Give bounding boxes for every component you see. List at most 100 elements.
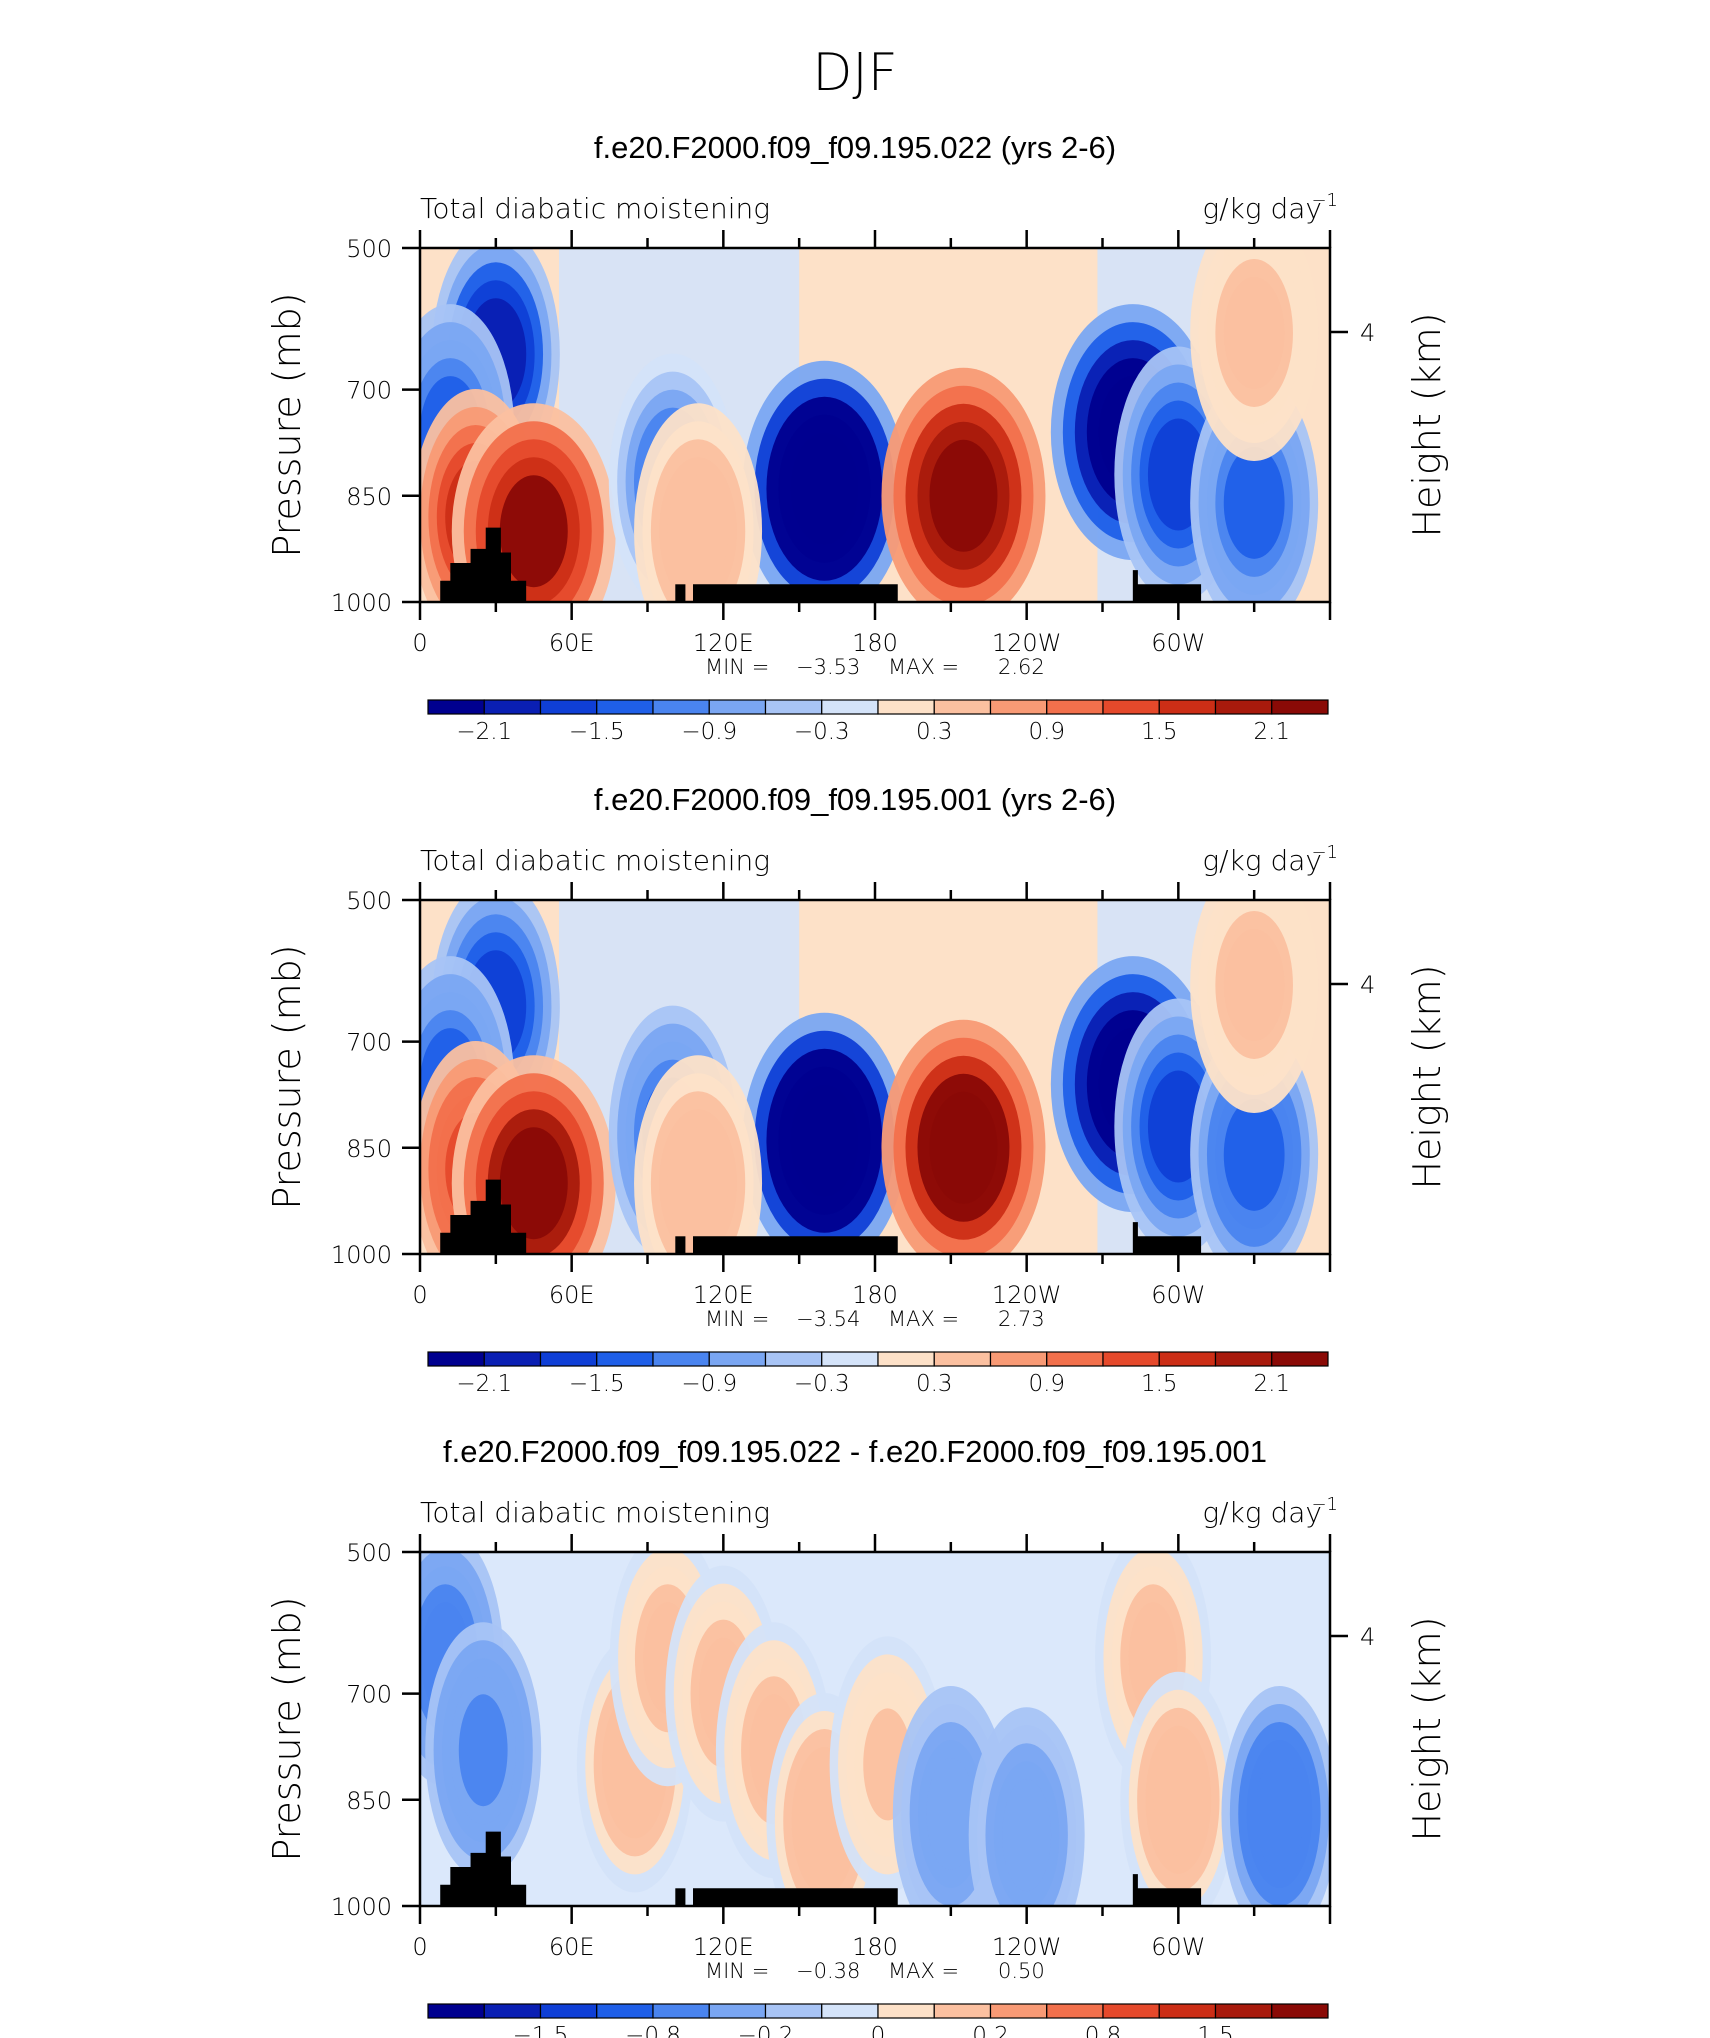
- colorbar-label: −0.9: [681, 1371, 737, 1397]
- colorbar-label: −1.5: [569, 1371, 625, 1397]
- topography-south-america: [1132, 1874, 1202, 1906]
- colorbar-swatch: [483, 1351, 542, 1367]
- colorbar-label: −0.2: [738, 2023, 794, 2038]
- topography-south-america: [1132, 1222, 1202, 1254]
- colorbar-swatch: [1214, 1351, 1273, 1367]
- x-tick-label: 60E: [549, 1281, 595, 1309]
- topography-africa: [440, 1831, 527, 1906]
- y-tick-label: 850: [346, 1135, 392, 1163]
- colorbar-label: −1.5: [569, 719, 625, 745]
- colorbar-swatch: [821, 699, 879, 715]
- x-tick-label: 60W: [1151, 1933, 1205, 1961]
- colorbar-swatch: [708, 2003, 767, 2019]
- x-tick-label: 120W: [992, 1281, 1062, 1309]
- min-label: MIN =: [705, 1307, 769, 1331]
- colorbar-label: 2.1: [1253, 719, 1290, 745]
- y-tick-label: 850: [346, 1787, 392, 1815]
- colorbar-label: 0.8: [1085, 2023, 1122, 2038]
- colorbar-swatch: [596, 2003, 654, 2019]
- panel-3: 0 60E 120E 180 120W 60W 500 700 850 1000 4 Pressure…: [265, 1434, 1449, 2038]
- contour-blob: [1255, 1757, 1304, 1870]
- colorbar-label: 1.5: [1141, 1371, 1178, 1397]
- y-right-axis-label: Height (km): [1405, 312, 1449, 537]
- colorbar-swatch: [1046, 2003, 1104, 2019]
- topography-sumatra: [675, 1888, 686, 1906]
- colorbar-swatch: [1046, 699, 1104, 715]
- colorbar-label: −0.3: [794, 1371, 850, 1397]
- contour-blob: [1223, 1098, 1285, 1211]
- colorbar-swatch: [1102, 699, 1160, 715]
- x-tick-label: 180: [852, 629, 898, 657]
- colorbar-swatch: [1158, 699, 1217, 715]
- y-tick-label: 1000: [331, 589, 392, 617]
- contour-blob: [667, 475, 729, 588]
- colorbar-label: 1.5: [1141, 719, 1178, 745]
- colorbar-swatch: [933, 699, 992, 715]
- colorbar-swatch: [1271, 1351, 1329, 1367]
- x-tick-label: 120E: [693, 1933, 754, 1961]
- x-tick-label: 60W: [1151, 629, 1205, 657]
- x-tick-label: 60E: [549, 629, 595, 657]
- x-tick-label: 120W: [992, 1933, 1062, 1961]
- figure-title: DJF: [812, 43, 897, 103]
- colorbar-label: 0.9: [1028, 1371, 1065, 1397]
- colorbar-swatch: [539, 2003, 598, 2019]
- x-tick-label: 180: [852, 1281, 898, 1309]
- colorbar-swatch: [539, 1351, 598, 1367]
- colorbar-label: −0.9: [681, 719, 737, 745]
- panels: 0 60E 120E 180 120W 60W 500 700 850 1000 4 Pressure…: [265, 130, 1449, 2038]
- contour-blob: [458, 1694, 508, 1807]
- units-label: g/kg day: [1202, 192, 1322, 225]
- contour-blob: [1153, 1743, 1203, 1856]
- colorbar-swatch: [652, 1351, 710, 1367]
- contour-blob: [926, 1757, 976, 1870]
- topography-maritime: [693, 1888, 898, 1906]
- x-tick-label: 120W: [992, 629, 1062, 657]
- units-exponent: −1: [1311, 1494, 1338, 1515]
- colorbar-swatch: [989, 1351, 1048, 1367]
- colorbar-swatch: [427, 699, 485, 715]
- y-axis-label: Pressure (mb): [265, 1596, 309, 1861]
- contour-blob: [929, 1091, 998, 1204]
- contour-field: [420, 248, 1330, 602]
- colorbar-swatch: [596, 1351, 654, 1367]
- x-tick-label: 60E: [549, 1933, 595, 1961]
- y-tick-label: 500: [346, 235, 392, 263]
- x-tick-label: 120E: [693, 1281, 754, 1309]
- x-tick-label: 0: [412, 1281, 427, 1309]
- y-right-tick-label: 4: [1360, 1623, 1375, 1651]
- topography-sumatra: [675, 584, 686, 602]
- panel-1: 0 60E 120E 180 120W 60W 500 700 850 1000 4 Pressure…: [265, 130, 1449, 745]
- panel-2: 0 60E 120E 180 120W 60W 500 700 850 1000 4 Pressure…: [265, 782, 1449, 1397]
- colorbar-label: 0.3: [916, 1371, 953, 1397]
- y-tick-label: 850: [346, 483, 392, 511]
- variable-label: Total diabatic moistening: [420, 1496, 770, 1529]
- contour-blob: [790, 432, 859, 545]
- y-right-axis-label: Height (km): [1405, 1616, 1449, 1841]
- contour-blob: [1002, 1779, 1052, 1892]
- min-label: MIN =: [705, 1959, 769, 1983]
- y-right-tick-label: 4: [1360, 971, 1375, 999]
- x-tick-label: 120E: [693, 629, 754, 657]
- colorbar-swatch: [877, 1351, 935, 1367]
- units-label: g/kg day: [1202, 844, 1322, 877]
- colorbar-swatch: [764, 2003, 823, 2019]
- colorbar-swatch: [1271, 2003, 1329, 2019]
- y-right-axis-label: Height (km): [1405, 964, 1449, 1189]
- colorbar-swatch: [877, 699, 935, 715]
- contour-blob: [499, 475, 568, 588]
- contour-blob: [667, 1127, 729, 1240]
- colorbar-swatch: [652, 2003, 710, 2019]
- colorbar-label: −0.3: [794, 719, 850, 745]
- x-tick-label: 0: [412, 629, 427, 657]
- colorbar-label: 0.2: [972, 2023, 1009, 2038]
- y-tick-label: 1000: [331, 1893, 392, 1921]
- colorbar-label: 2.1: [1253, 1371, 1290, 1397]
- colorbar-swatch: [821, 2003, 879, 2019]
- y-tick-label: 500: [346, 887, 392, 915]
- colorbar-swatch: [1158, 2003, 1217, 2019]
- topography-maritime: [693, 584, 898, 602]
- colorbar-swatch: [539, 699, 598, 715]
- x-tick-label: 180: [852, 1933, 898, 1961]
